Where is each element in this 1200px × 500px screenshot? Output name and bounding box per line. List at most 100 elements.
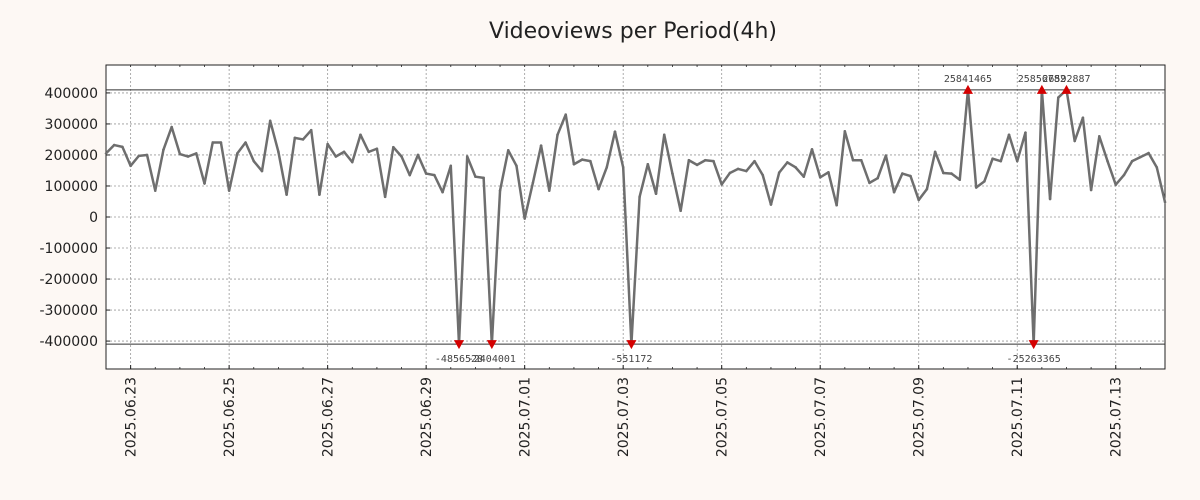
- x-tick-label: 2025.07.05: [715, 377, 731, 457]
- data-point: [129, 164, 132, 168]
- data-point: [1114, 183, 1117, 186]
- data-point: [777, 171, 781, 174]
- series-segment: [1147, 151, 1159, 169]
- series-segment: [810, 148, 822, 179]
- data-point: [819, 176, 822, 179]
- data-point: [1081, 116, 1085, 119]
- series-segment: [958, 88, 970, 182]
- data-point: [1122, 173, 1126, 177]
- data-point: [137, 154, 141, 158]
- data-point: [1016, 159, 1019, 163]
- series-segment: [1122, 159, 1134, 177]
- series-segment: [564, 113, 576, 166]
- series-segment: [359, 133, 370, 154]
- data-point: [301, 138, 305, 141]
- data-point: [170, 125, 173, 129]
- series-segment: [1098, 135, 1109, 163]
- annotation-marker: [962, 84, 973, 94]
- series-segment: [999, 133, 1011, 163]
- series-segment: [236, 141, 247, 155]
- data-point: [1106, 159, 1109, 163]
- series-segment: [777, 161, 789, 174]
- data-point: [851, 159, 855, 162]
- data-point: [786, 161, 789, 164]
- series-segment: [293, 136, 305, 141]
- data-point: [334, 155, 338, 158]
- data-point: [736, 167, 740, 171]
- data-point: [178, 152, 182, 156]
- y-tick-label: -100000: [40, 241, 99, 257]
- data-point: [1139, 155, 1142, 159]
- data-point: [1057, 96, 1060, 99]
- series-segment: [687, 158, 699, 167]
- data-point: [1089, 188, 1093, 192]
- data-point: [876, 177, 879, 180]
- series-segment: [991, 157, 1003, 163]
- series-segment: [424, 172, 436, 177]
- data-point: [375, 147, 379, 150]
- series-segment: [383, 145, 395, 199]
- series-segment: [1130, 155, 1142, 163]
- data-point: [162, 148, 165, 151]
- y-tick-label: 300000: [45, 117, 98, 133]
- data-point: [572, 163, 576, 166]
- series-segment: [507, 149, 518, 168]
- data-point: [580, 158, 584, 161]
- series-segment: [441, 164, 453, 194]
- data-point: [1098, 135, 1101, 138]
- annotation-label: -25263365: [1007, 354, 1061, 365]
- series-segment: [638, 163, 650, 199]
- series-segment: [408, 153, 420, 177]
- series-segment: [901, 172, 912, 178]
- series-segment: [860, 158, 871, 185]
- series-segment: [1040, 88, 1052, 201]
- series-segment: [1155, 166, 1167, 204]
- series-segment: [728, 167, 740, 175]
- y-axis: 400000 300000 200000 100000 0 -100000 -200000 -…: [40, 86, 110, 350]
- data-point: [408, 173, 411, 177]
- data-point: [113, 143, 116, 147]
- series-segment: [671, 172, 682, 213]
- data-point: [1073, 139, 1076, 143]
- data-point: [515, 164, 518, 168]
- data-point: [186, 155, 190, 158]
- data-point: [121, 145, 124, 149]
- series-segment: [490, 189, 502, 346]
- series-segment: [548, 133, 559, 192]
- series-segment: [917, 187, 929, 202]
- series-segment: [301, 128, 313, 141]
- series-segment: [835, 130, 847, 207]
- data-point: [203, 182, 206, 185]
- series-segment: [531, 144, 543, 185]
- y-tick-label: 200000: [45, 148, 98, 164]
- data-point: [860, 159, 863, 162]
- series-segment: [597, 166, 609, 191]
- data-point: [474, 175, 477, 178]
- data-point: [523, 217, 526, 220]
- data-point: [556, 133, 559, 136]
- series-segment: [1032, 88, 1044, 346]
- data-point: [260, 169, 264, 173]
- series-segment: [786, 161, 797, 169]
- series-segment: [474, 175, 485, 180]
- series-segment: [268, 119, 280, 154]
- data-point: [268, 119, 272, 123]
- data-point: [195, 152, 198, 155]
- data-point: [466, 155, 469, 158]
- series-segment: [720, 171, 732, 186]
- series-segment: [1139, 151, 1150, 159]
- data-point: [424, 172, 428, 175]
- series-segment: [966, 88, 978, 189]
- series-segment: [630, 195, 641, 346]
- series-segment: [104, 143, 116, 155]
- data-point: [925, 187, 929, 191]
- series-segment: [203, 141, 214, 185]
- data-point: [646, 163, 650, 166]
- series-segment: [195, 152, 206, 185]
- series-segment: [137, 153, 149, 158]
- series-segment: [794, 166, 806, 178]
- data-point: [687, 159, 691, 162]
- data-point: [285, 193, 288, 196]
- series-segment: [892, 172, 904, 194]
- data-point: [597, 187, 600, 191]
